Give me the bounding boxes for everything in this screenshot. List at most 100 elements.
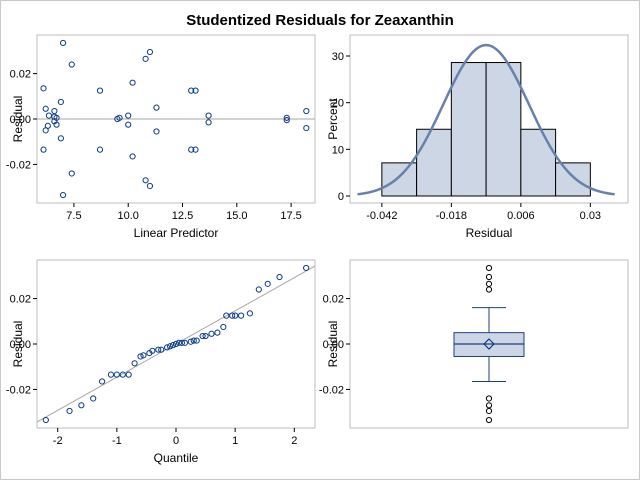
data-point bbox=[59, 39, 67, 47]
histogram-bar bbox=[450, 62, 487, 197]
y-tick-label: -0.02 bbox=[6, 159, 31, 171]
y-tick-label: 20 bbox=[332, 98, 344, 110]
data-point bbox=[42, 105, 49, 112]
x-tick-label: 2 bbox=[291, 435, 297, 447]
data-point bbox=[146, 182, 154, 190]
data-point bbox=[172, 340, 180, 348]
data-point bbox=[303, 264, 310, 272]
data-point bbox=[166, 343, 174, 350]
data-point bbox=[44, 122, 51, 129]
data-point bbox=[303, 124, 310, 132]
data-point bbox=[149, 347, 156, 354]
data-point bbox=[40, 146, 47, 153]
data-point bbox=[208, 330, 215, 337]
residual-vs-predictor-panel: -0.02 0.00 0.02 7.5 10.0 12.5 15.0 17.5 Linear P… bbox=[6, 34, 316, 240]
data-point bbox=[125, 371, 132, 378]
data-point bbox=[68, 170, 75, 177]
y-tick-label: 0.02 bbox=[10, 294, 31, 306]
data-point bbox=[125, 112, 132, 119]
residual-boxplot-panel: -0.02 0.00 0.02 Residual bbox=[319, 259, 629, 429]
data-point bbox=[96, 146, 104, 153]
data-point bbox=[78, 402, 85, 409]
outlier-point bbox=[485, 402, 493, 409]
x-tick-label: -2 bbox=[53, 435, 63, 447]
data-point bbox=[199, 332, 206, 340]
x-tick-label: 17.5 bbox=[280, 210, 301, 222]
x-tick-label: 1 bbox=[232, 435, 238, 447]
y-tick-label: 30 bbox=[332, 51, 344, 63]
outlier-point bbox=[485, 273, 493, 281]
data-point bbox=[129, 153, 136, 160]
data-point bbox=[125, 121, 132, 128]
data-point bbox=[283, 114, 290, 121]
outlier-point bbox=[485, 280, 493, 287]
data-point bbox=[220, 323, 227, 331]
data-point bbox=[181, 339, 188, 346]
x-tick-label: 0.03 bbox=[580, 210, 601, 222]
plot-area bbox=[349, 34, 629, 204]
data-point bbox=[193, 337, 200, 344]
data-point bbox=[146, 48, 154, 56]
y-tick-label: 0 bbox=[338, 191, 344, 203]
data-point bbox=[53, 114, 60, 121]
data-point bbox=[214, 329, 221, 336]
data-point bbox=[155, 346, 162, 353]
x-tick-label: -1 bbox=[112, 435, 122, 447]
histogram-bar bbox=[555, 162, 591, 197]
data-point bbox=[175, 339, 183, 346]
y-axis-label: Residual bbox=[11, 321, 25, 368]
data-point bbox=[59, 191, 67, 199]
data-point bbox=[96, 87, 104, 94]
data-point bbox=[264, 280, 271, 287]
data-point bbox=[66, 407, 73, 415]
data-point bbox=[140, 352, 147, 359]
histogram-bar bbox=[485, 62, 522, 197]
data-point bbox=[57, 98, 64, 106]
y-tick-label: 0.00 bbox=[323, 339, 344, 351]
data-point bbox=[164, 344, 171, 351]
mean-diamond-marker bbox=[483, 338, 495, 350]
data-point bbox=[90, 395, 97, 402]
outlier-point bbox=[485, 407, 493, 415]
data-point bbox=[192, 146, 199, 153]
histogram-bar bbox=[381, 162, 418, 197]
data-point bbox=[131, 360, 138, 367]
y-tick-label: -0.02 bbox=[319, 384, 344, 396]
y-axis-label: Percent bbox=[326, 98, 340, 140]
x-tick-label: -0.042 bbox=[366, 210, 397, 222]
data-point bbox=[229, 312, 236, 319]
data-point bbox=[205, 119, 212, 126]
data-point bbox=[205, 112, 212, 119]
qq-reference-line bbox=[36, 265, 316, 423]
figure-title: Studentized Residuals for Zeaxanthin bbox=[186, 12, 454, 29]
x-tick-label: 12.5 bbox=[172, 210, 193, 222]
data-point bbox=[51, 107, 58, 115]
data-point bbox=[40, 85, 47, 92]
outlier-point bbox=[485, 416, 493, 424]
residual-histogram-panel: 0 10 20 30 -0.042 -0.018 0.006 0.03 Residual Perc… bbox=[326, 34, 629, 240]
data-point bbox=[98, 378, 106, 385]
outlier-point bbox=[485, 395, 493, 402]
data-point bbox=[137, 353, 144, 360]
x-tick-label: 10.0 bbox=[118, 210, 139, 222]
data-point bbox=[178, 339, 186, 346]
data-point bbox=[223, 312, 230, 319]
x-tick-label: 0.006 bbox=[507, 210, 535, 222]
x-axis-label: Linear Predictor bbox=[134, 226, 219, 240]
y-tick-label: -0.02 bbox=[6, 384, 31, 396]
normal-density-curve bbox=[357, 43, 615, 196]
x-tick-label: 0 bbox=[173, 435, 179, 447]
data-point bbox=[255, 286, 262, 293]
data-point bbox=[188, 146, 195, 153]
data-point bbox=[158, 346, 165, 353]
histogram-bar bbox=[416, 128, 452, 197]
x-axis-label: Quantile bbox=[154, 451, 199, 465]
data-point bbox=[57, 135, 64, 142]
x-tick-label: 15.0 bbox=[226, 210, 247, 222]
y-axis-label: Residual bbox=[326, 321, 340, 368]
data-point bbox=[187, 338, 194, 345]
data-point bbox=[142, 177, 149, 184]
x-axis-label: Residual bbox=[466, 226, 513, 240]
data-point bbox=[190, 337, 197, 344]
